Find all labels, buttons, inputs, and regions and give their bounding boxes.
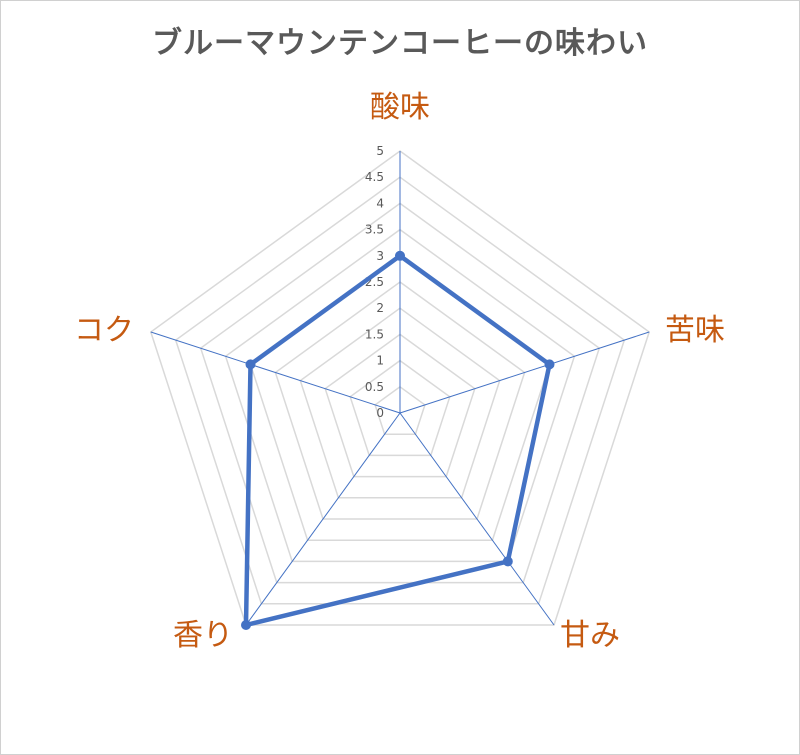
radar-series [241,250,555,630]
category-label: 甘み [560,618,620,653]
radar-tick-labels: 00.511.522.533.544.55 [365,144,384,420]
tick-label: 5 [376,144,384,158]
grid-ring [299,307,501,499]
tick-label: 1 [376,354,384,368]
grid-ring [374,385,426,435]
axis-spoke [245,412,401,626]
tick-label: 4.5 [365,170,384,184]
data-point [245,359,256,370]
grid-ring [149,150,651,626]
tick-label: 3.5 [365,223,384,237]
radar-spokes [150,151,650,626]
grid-ring [324,333,476,478]
data-point [544,359,555,370]
chart-title: ブルーマウンテンコーヒーの味わい [152,26,648,61]
category-label: 酸味 [370,90,430,125]
series-line [243,253,552,628]
tick-label: 2 [376,301,384,315]
tick-label: 0.5 [365,380,384,394]
grid-ring [224,228,576,563]
category-label: コク [74,313,134,348]
axis-spoke [150,331,401,414]
data-point [502,556,513,567]
tick-label: 1.5 [365,327,384,341]
axis-spoke [399,331,650,414]
data-point [395,250,405,261]
grid-ring [274,281,526,520]
tick-label: 4 [376,196,384,210]
tick-label: 0 [376,406,384,420]
data-point [241,620,251,630]
grid-ring [199,202,601,584]
tick-label: 3 [376,249,384,263]
grid-ring [174,176,626,605]
axis-spoke [399,412,555,626]
category-label: 苦味 [665,313,725,348]
category-label: 香り [173,618,233,653]
grid-ring [349,359,451,457]
